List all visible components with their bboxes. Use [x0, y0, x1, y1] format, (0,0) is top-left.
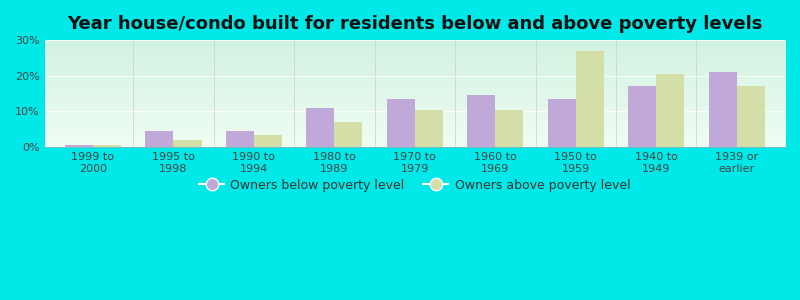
Legend: Owners below poverty level, Owners above poverty level: Owners below poverty level, Owners above…: [194, 173, 635, 196]
Bar: [146, 131, 174, 147]
Bar: [65, 145, 93, 147]
Bar: [306, 108, 334, 147]
Bar: [547, 99, 576, 147]
Bar: [254, 135, 282, 147]
Bar: [628, 86, 656, 147]
Title: Year house/condo built for residents below and above poverty levels: Year house/condo built for residents bel…: [67, 15, 762, 33]
Bar: [656, 74, 685, 147]
Bar: [93, 145, 121, 147]
Bar: [334, 122, 362, 147]
Bar: [226, 131, 254, 147]
Bar: [467, 95, 495, 147]
Bar: [174, 140, 202, 147]
Bar: [415, 110, 443, 147]
Bar: [737, 86, 765, 147]
Bar: [576, 51, 604, 147]
Bar: [495, 110, 523, 147]
Bar: [709, 72, 737, 147]
Bar: [386, 99, 415, 147]
